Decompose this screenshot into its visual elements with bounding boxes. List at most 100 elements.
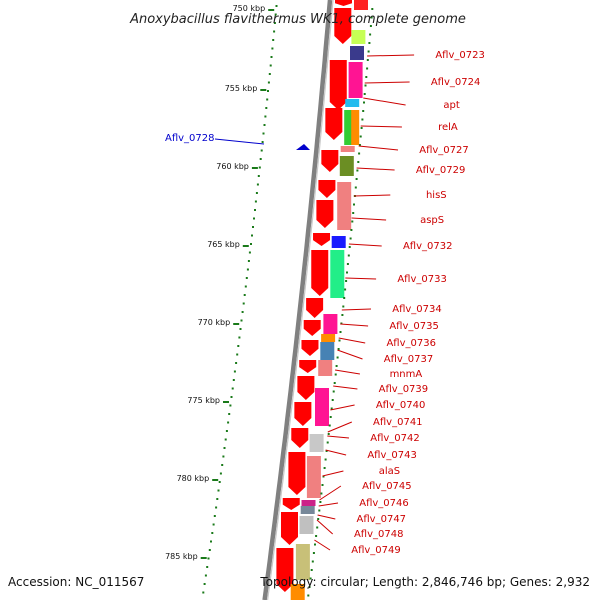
gene-label[interactable]: Aflv_0737 — [384, 354, 434, 365]
gc-tick — [324, 458, 327, 461]
cog-block — [295, 544, 310, 580]
gene-label[interactable]: Aflv_0732 — [403, 241, 453, 252]
kbp-minor-tick — [217, 489, 220, 492]
gc-tick — [356, 169, 359, 172]
gene-label[interactable]: Aflv_0749 — [351, 545, 401, 556]
kbp-major-tick — [200, 557, 207, 559]
gene-label[interactable]: Aflv_0740 — [376, 400, 426, 411]
gene-arrow — [303, 320, 321, 336]
kbp-scale-label: 780 kbp — [177, 474, 210, 483]
cog-block — [345, 99, 360, 107]
gene-arrow — [294, 402, 312, 426]
gc-tick — [328, 424, 331, 427]
gene-label[interactable]: Aflv_0739 — [379, 384, 429, 395]
gene-arrow — [301, 340, 319, 356]
kbp-minor-tick — [267, 90, 269, 92]
gc-tick — [364, 84, 367, 87]
gc-tick — [342, 305, 345, 308]
gc-tick — [363, 101, 365, 104]
gene-leader-line — [335, 369, 360, 375]
gene-arrow — [313, 233, 331, 246]
gene-leader-line — [360, 125, 402, 128]
cog-block — [331, 236, 346, 248]
gene-label[interactable]: Aflv_0747 — [357, 514, 407, 525]
gene-label[interactable]: alaS — [379, 466, 400, 477]
cog-color-track — [290, 0, 368, 600]
cog-block — [350, 46, 364, 60]
gene-label[interactable]: Aflv_0743 — [367, 450, 417, 461]
gc-tick — [355, 178, 358, 180]
gc-tick — [359, 135, 362, 138]
gene-leader-line — [316, 519, 334, 535]
cog-block — [300, 506, 315, 514]
gene-label[interactable]: Aflv_0742 — [370, 433, 420, 444]
kbp-minor-tick — [221, 464, 224, 466]
gene-label[interactable]: Aflv_0723 — [435, 50, 485, 61]
highlighted-gene-label[interactable]: Aflv_0728 — [165, 133, 215, 144]
gene-arrow — [280, 512, 298, 545]
kbp-minor-tick — [251, 234, 253, 237]
kbp-minor-tick — [225, 430, 228, 432]
gene-label[interactable]: Aflv_0724 — [431, 77, 481, 88]
gene-arrow-track — [276, 0, 352, 592]
gene-label[interactable]: Aflv_0734 — [392, 304, 442, 315]
gene-leader-line — [314, 539, 331, 551]
gene-label[interactable]: Aflv_0729 — [416, 165, 466, 176]
gc-tick — [350, 229, 353, 231]
kbp-minor-tick — [244, 285, 247, 288]
gene-arrow — [325, 108, 343, 140]
cog-block — [315, 388, 329, 426]
gene-label[interactable]: apt — [443, 100, 459, 111]
gc-tick — [358, 152, 361, 155]
gene-leader-line — [340, 323, 369, 327]
gene-arrow — [318, 180, 336, 198]
kbp-minor-tick — [210, 540, 212, 543]
gene-label[interactable]: Aflv_0746 — [359, 498, 409, 509]
kbp-scale: 750 kbp 755 kbp 760 kbp 765 kbp 770 kbp 775 k… — [165, 4, 275, 561]
gene-label[interactable]: aspS — [420, 215, 444, 226]
genome-backbone — [262, 0, 334, 600]
gene-label[interactable]: hisS — [426, 190, 447, 201]
gc-tick — [365, 76, 368, 78]
gene-label[interactable]: Aflv_0727 — [419, 145, 469, 156]
gc-tick-track — [307, 8, 374, 597]
gene-label[interactable]: Aflv_0733 — [397, 274, 447, 285]
gene-leader-line — [345, 277, 377, 280]
gene-label[interactable]: Aflv_0735 — [389, 321, 439, 332]
kbp-minor-tick — [259, 158, 262, 160]
kbp-minor-tick — [231, 387, 234, 390]
gc-tick — [366, 67, 369, 70]
kbp-minor-tick — [240, 319, 243, 322]
gc-tick — [344, 288, 347, 291]
kbp-minor-tick — [275, 5, 278, 7]
gene-label[interactable]: relA — [438, 122, 458, 133]
gene-leader-line — [322, 470, 344, 477]
gene-label[interactable]: Aflv_0745 — [362, 481, 412, 492]
gene-arrow — [282, 498, 300, 510]
kbp-minor-tick — [241, 311, 244, 313]
kbp-major-tick — [260, 89, 267, 91]
kbp-minor-tick — [222, 455, 225, 458]
gene-leader-line — [353, 194, 391, 197]
kbp-minor-tick — [265, 107, 268, 109]
kbp-minor-tick — [268, 73, 271, 75]
gene-arrow — [306, 298, 324, 318]
gc-tick — [319, 501, 322, 503]
cog-block — [299, 516, 314, 534]
gene-label[interactable]: Aflv_0736 — [386, 338, 436, 349]
gc-tick — [341, 314, 344, 316]
gc-tick — [336, 356, 339, 359]
kbp-major-tick — [268, 9, 275, 11]
gc-tick — [320, 492, 323, 495]
gene-label[interactable]: Aflv_0748 — [354, 529, 404, 540]
gc-tick — [357, 161, 360, 163]
gene-label[interactable]: mnmA — [390, 369, 423, 380]
gene-leader-line — [338, 337, 366, 344]
kbp-minor-tick — [228, 413, 231, 415]
gene-label[interactable]: Aflv_0741 — [373, 417, 423, 428]
cog-block — [309, 434, 324, 452]
kbp-minor-tick — [263, 124, 266, 126]
gc-tick — [321, 484, 324, 486]
gene-leader-line — [325, 449, 347, 456]
kbp-minor-tick — [211, 532, 214, 534]
